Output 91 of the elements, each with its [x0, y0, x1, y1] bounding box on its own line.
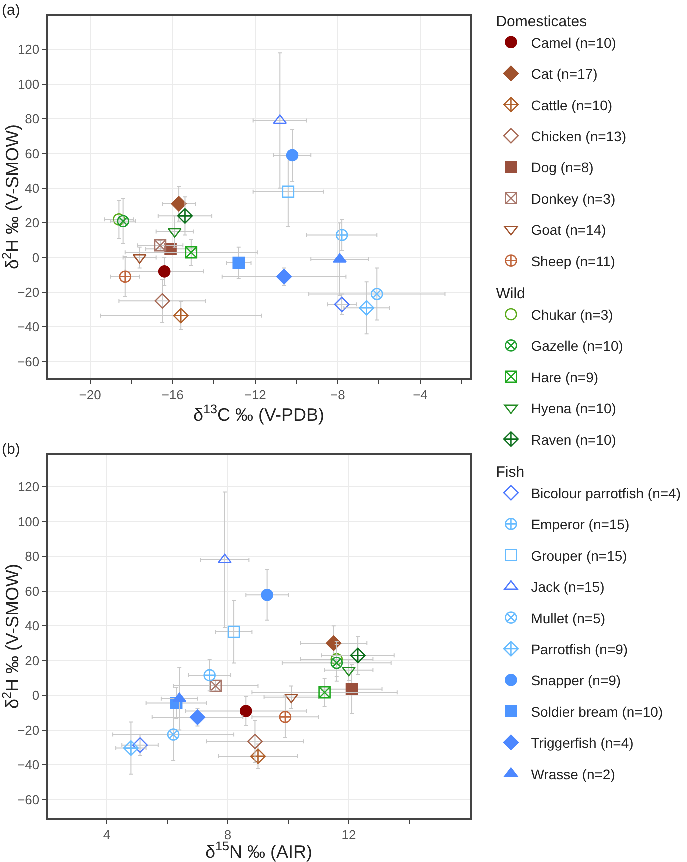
legend-label: Donkey (n=3) [531, 190, 616, 207]
point [359, 300, 375, 316]
y-tick-label: 20 [25, 216, 40, 231]
legend-label: Bicolour parrotfish (n=4) [531, 485, 681, 502]
legend-label: Raven (n=10) [531, 432, 616, 448]
legend-label: Dog (n=8) [531, 160, 594, 176]
point [158, 266, 171, 278]
y-tick-label: −20 [18, 722, 40, 738]
point [190, 710, 206, 726]
point [177, 208, 194, 224]
point [334, 296, 350, 312]
point [123, 740, 139, 756]
point [154, 240, 167, 252]
point [132, 738, 148, 754]
legend-label: Mullet (n=5) [531, 610, 606, 626]
point [173, 308, 189, 324]
point [240, 705, 252, 718]
legend-label: Parrotfish (n=9) [531, 641, 628, 658]
chart-title: (b) [2, 441, 20, 458]
point [261, 588, 274, 602]
chart-title: (a) [2, 2, 20, 19]
point [171, 196, 187, 212]
point [167, 728, 180, 741]
legend-label: Soldier bream (n=10) [531, 704, 664, 720]
legend-label: Wrasse (n=2) [531, 766, 616, 782]
y-tick-label: 0 [32, 250, 40, 266]
y-tick-label: 20 [25, 653, 40, 668]
point [204, 669, 216, 682]
y-tick-label: 0 [32, 688, 40, 704]
point [276, 269, 292, 285]
y-tick-label: −60 [18, 792, 40, 808]
point [336, 229, 348, 242]
text: Fish [496, 464, 525, 482]
x-tick-label: −16 [162, 387, 184, 402]
y-tick-label: 80 [25, 549, 40, 564]
point [350, 648, 366, 664]
legend-label: Gazelle (n=10) [531, 338, 624, 354]
point [330, 653, 344, 666]
text: Wild [496, 286, 526, 303]
legend-label: Chukar (n=3) [531, 306, 614, 323]
point [210, 680, 222, 692]
y-tick-label: 40 [25, 618, 40, 634]
x-tick-label: 12 [342, 827, 356, 842]
legend-label: Cat (n=17) [531, 66, 598, 82]
point [113, 213, 126, 226]
legend-label: Hyena (n=10) [531, 400, 616, 417]
legend-label: Triggerfish (n=4) [531, 735, 634, 752]
x-tick-label: −20 [79, 387, 102, 402]
y-tick-label: 60 [25, 584, 40, 599]
y-tick-label: 120 [18, 480, 40, 495]
point [232, 256, 246, 270]
legend-label: Sheep (n=11) [531, 253, 616, 270]
x-tick-label: −4 [413, 387, 428, 402]
legend-label: Jack (n=15) [531, 579, 605, 596]
x-tick-label: −8 [330, 387, 346, 402]
y-tick-label: 100 [18, 76, 40, 92]
y-tick-label: −20 [18, 285, 40, 300]
y-tick-label: −60 [18, 354, 40, 370]
y-tick-label: 60 [25, 146, 40, 162]
legend-label: Chicken (n=13) [531, 128, 627, 144]
legend-label: Camel (n=10) [531, 34, 616, 51]
point [154, 293, 170, 309]
point [228, 626, 240, 638]
legend-label: Cattle (n=10) [531, 97, 613, 114]
x-tick-label: −12 [244, 387, 266, 402]
point [286, 149, 299, 162]
text: Domesticates [496, 13, 588, 30]
point [250, 748, 266, 764]
point [346, 683, 358, 696]
point [371, 288, 384, 300]
y-tick-label: −40 [18, 320, 40, 335]
x-tick-label: 4 [103, 827, 111, 842]
y-tick-label: 100 [18, 514, 40, 530]
point [330, 656, 344, 670]
y-tick-label: −40 [18, 758, 40, 773]
legend-label: Snapper (n=9) [531, 672, 622, 689]
point [282, 186, 295, 198]
y-tick-label: 40 [25, 180, 40, 196]
y-tick-label: 80 [25, 112, 40, 127]
legend-label: Goat (n=14) [531, 222, 606, 238]
point [318, 686, 331, 699]
point [119, 270, 132, 284]
point [117, 215, 130, 228]
point [279, 711, 292, 724]
legend-label: Grouper (n=15) [531, 548, 628, 564]
point [185, 246, 198, 259]
legend-label: Emperor (n=15) [531, 516, 630, 533]
point [247, 734, 264, 750]
legend-label: Hare (n=9) [531, 369, 599, 386]
x-axis-title: δ$^{13}$C ‰ (V-PDB) [193, 402, 325, 425]
y-tick-label: 120 [18, 42, 40, 58]
